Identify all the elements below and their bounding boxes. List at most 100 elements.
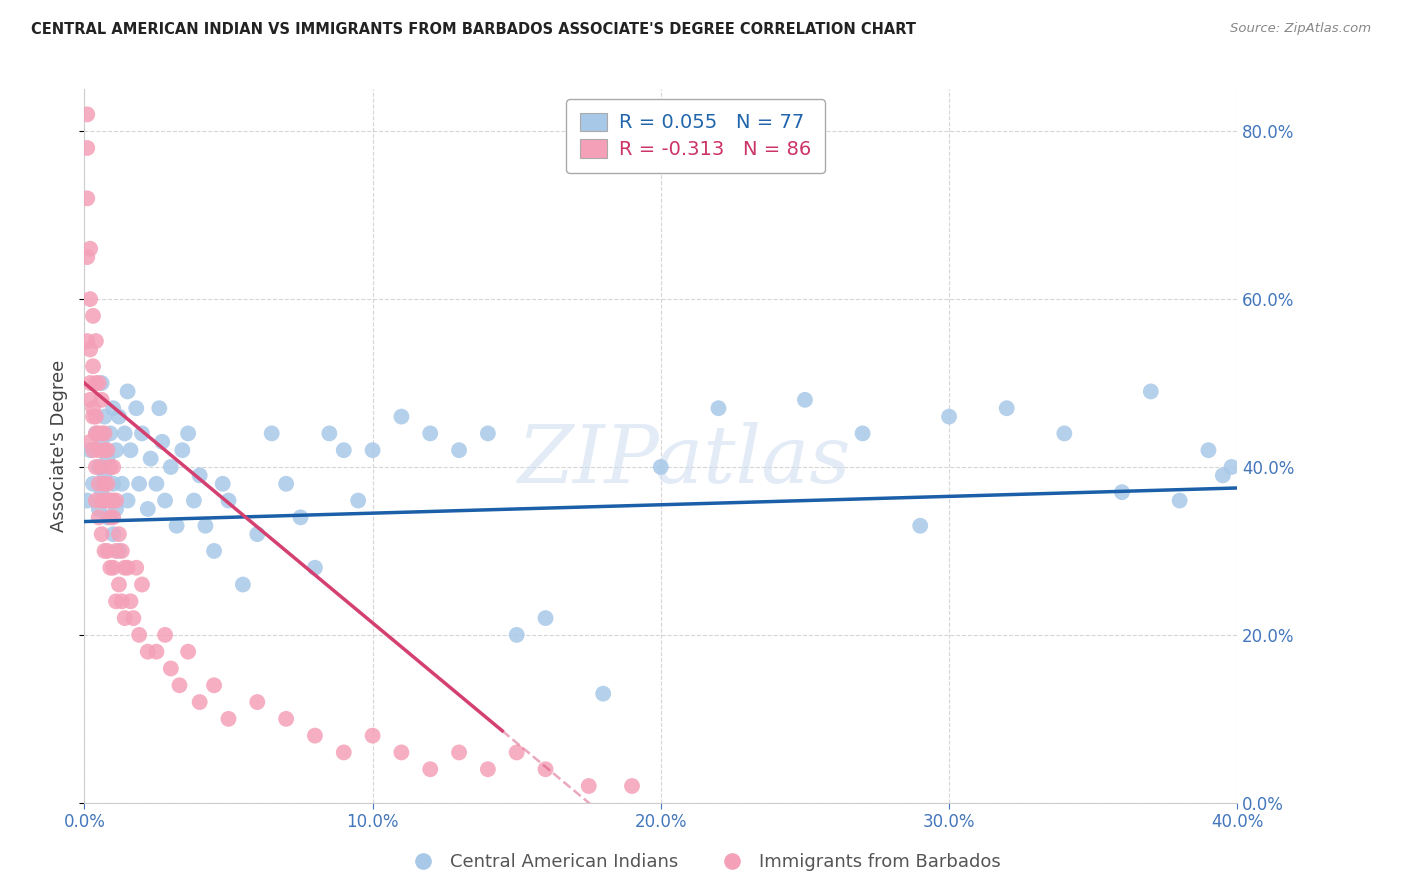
Point <box>578 779 600 793</box>
Point <box>90 376 112 390</box>
Point <box>131 426 153 441</box>
Point <box>246 695 269 709</box>
Point <box>1220 460 1243 475</box>
Point <box>318 426 340 441</box>
Point <box>105 443 128 458</box>
Point <box>145 645 167 659</box>
Point <box>79 242 101 256</box>
Point <box>90 485 112 500</box>
Point <box>98 460 121 475</box>
Point <box>506 746 529 760</box>
Point <box>76 191 98 205</box>
Point <box>188 695 211 709</box>
Point <box>114 426 136 441</box>
Point <box>98 510 121 524</box>
Point <box>506 628 529 642</box>
Point <box>707 401 730 416</box>
Point <box>128 476 150 491</box>
Point <box>125 560 148 574</box>
Point <box>82 443 104 458</box>
Point <box>218 712 240 726</box>
Y-axis label: Associate's Degree: Associate's Degree <box>51 359 69 533</box>
Point <box>84 376 107 390</box>
Point <box>76 141 98 155</box>
Point <box>120 594 142 608</box>
Point <box>84 334 107 348</box>
Point <box>276 476 298 491</box>
Point <box>188 468 211 483</box>
Point <box>910 518 932 533</box>
Point <box>84 409 107 424</box>
Point <box>166 518 188 533</box>
Legend: Central American Indians, Immigrants from Barbados: Central American Indians, Immigrants fro… <box>398 847 1008 879</box>
Legend: R = 0.055   N = 77, R = -0.313   N = 86: R = 0.055 N = 77, R = -0.313 N = 86 <box>567 99 824 173</box>
Point <box>202 678 225 692</box>
Point <box>145 476 167 491</box>
Point <box>103 460 124 475</box>
Point <box>98 560 121 574</box>
Point <box>290 510 312 524</box>
Point <box>82 309 104 323</box>
Point <box>105 493 128 508</box>
Point <box>938 409 960 424</box>
Point <box>105 594 128 608</box>
Point <box>852 426 875 441</box>
Point <box>82 359 104 374</box>
Point <box>87 426 110 441</box>
Point <box>93 468 115 483</box>
Point <box>87 502 110 516</box>
Point <box>117 493 139 508</box>
Point <box>304 729 326 743</box>
Point <box>1168 493 1191 508</box>
Point <box>96 493 118 508</box>
Point <box>534 611 557 625</box>
Point <box>103 510 124 524</box>
Point <box>117 560 139 574</box>
Point <box>202 544 225 558</box>
Point <box>347 493 370 508</box>
Point <box>111 544 134 558</box>
Point <box>232 577 254 591</box>
Point <box>1053 426 1076 441</box>
Point <box>108 409 131 424</box>
Point <box>79 392 101 407</box>
Point <box>84 493 107 508</box>
Point <box>103 527 124 541</box>
Point <box>82 401 104 416</box>
Point <box>136 645 159 659</box>
Point <box>103 493 124 508</box>
Point <box>87 460 110 475</box>
Point <box>592 687 614 701</box>
Point <box>87 510 110 524</box>
Point <box>477 426 499 441</box>
Text: ZIPatlas: ZIPatlas <box>517 422 851 499</box>
Point <box>477 762 499 776</box>
Point <box>96 443 118 458</box>
Point <box>120 443 142 458</box>
Point <box>93 443 115 458</box>
Point <box>105 544 128 558</box>
Point <box>111 476 134 491</box>
Point <box>650 460 672 475</box>
Point <box>419 426 441 441</box>
Point <box>391 409 413 424</box>
Point <box>96 544 118 558</box>
Point <box>304 560 326 574</box>
Point <box>160 460 183 475</box>
Point <box>114 560 136 574</box>
Point <box>419 762 441 776</box>
Point <box>169 678 191 692</box>
Point <box>98 493 121 508</box>
Point <box>125 401 148 416</box>
Point <box>79 443 101 458</box>
Point <box>93 476 115 491</box>
Point <box>534 762 557 776</box>
Point <box>76 250 98 264</box>
Point <box>108 527 131 541</box>
Point <box>114 611 136 625</box>
Point <box>111 594 134 608</box>
Point <box>218 493 240 508</box>
Point <box>98 493 121 508</box>
Point <box>108 577 131 591</box>
Point <box>90 426 112 441</box>
